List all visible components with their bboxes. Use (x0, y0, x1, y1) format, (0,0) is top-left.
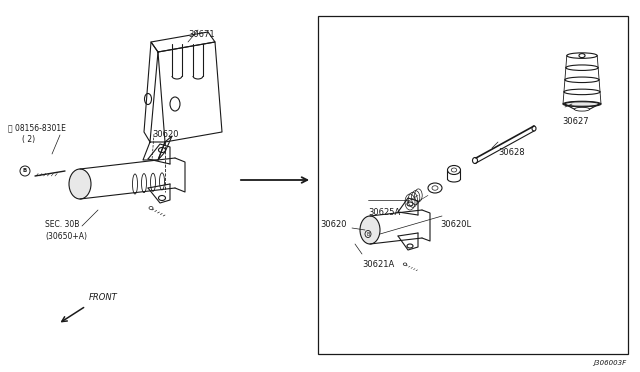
Text: ( 2): ( 2) (22, 135, 35, 144)
Text: FRONT: FRONT (89, 293, 118, 302)
Text: J306003F: J306003F (593, 360, 626, 366)
Text: 30620L: 30620L (440, 220, 471, 229)
Text: B: B (366, 231, 370, 237)
Text: 30620: 30620 (320, 220, 346, 229)
Text: (30650+A): (30650+A) (45, 232, 87, 241)
Text: 30627: 30627 (562, 117, 589, 126)
Text: SEC. 30B: SEC. 30B (45, 220, 79, 229)
Text: 30620: 30620 (152, 130, 179, 139)
Text: 30671: 30671 (188, 30, 214, 39)
Ellipse shape (564, 102, 600, 106)
Text: B: B (23, 167, 27, 173)
Circle shape (20, 166, 30, 176)
Text: 30628: 30628 (498, 148, 525, 157)
Text: 30621A: 30621A (362, 260, 394, 269)
Ellipse shape (360, 216, 380, 244)
Text: 30625A: 30625A (368, 208, 400, 217)
Ellipse shape (69, 169, 91, 199)
Bar (318, 16, 628, 354)
Text: Ⓑ 08156-8301E: Ⓑ 08156-8301E (8, 123, 66, 132)
